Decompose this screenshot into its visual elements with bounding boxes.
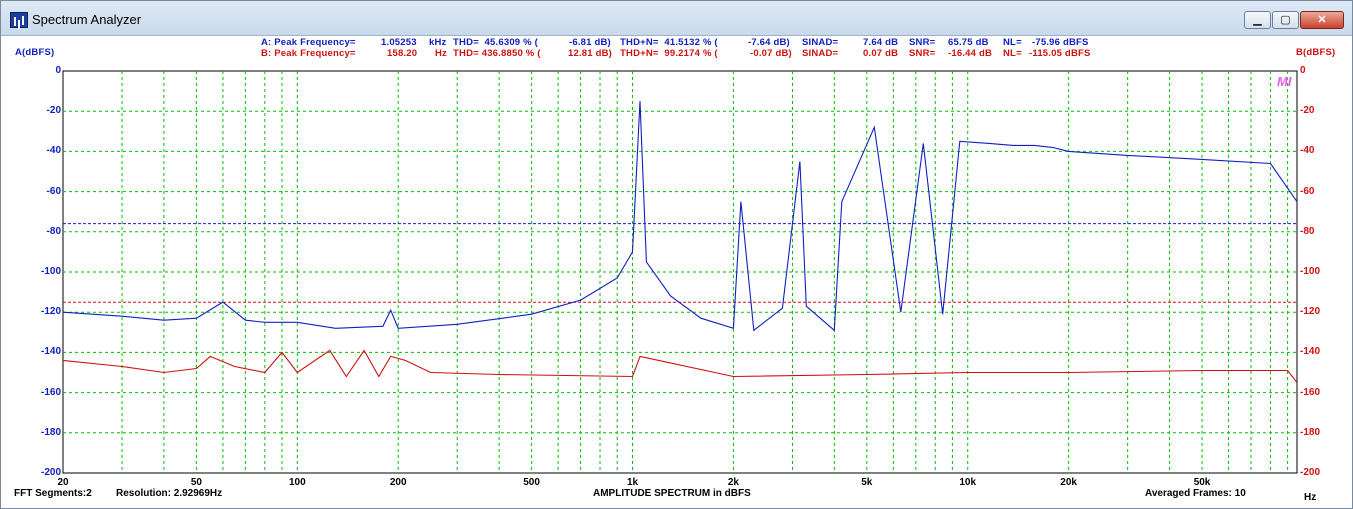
maximize-button[interactable]: ▢ [1272, 11, 1299, 29]
x-tick-label: 5k [861, 477, 873, 488]
channel-b-nl-value: -115.05 dBFS [1029, 48, 1091, 59]
y-tick-label-a: -140 [40, 346, 61, 358]
channel-b-peak-unit: Hz [435, 48, 448, 59]
y-tick-label-b: -80 [1300, 225, 1315, 237]
title-bar[interactable]: Spectrum Analyzer ▁ ▢ ✕ [1, 1, 1352, 36]
channel-b-sinad-label: SINAD= [802, 48, 839, 59]
channel-b-thd-db: 12.81 dB) [568, 48, 613, 59]
channel-b-thdn: THD+N= 99.2174 % ( [620, 48, 718, 59]
y-tick-label-a: 0 [55, 65, 61, 76]
x-tick-label: 10k [959, 477, 977, 488]
mi-logo: MI [1277, 74, 1292, 89]
x-axis-unit-label: Hz [1304, 492, 1317, 503]
y-tick-label-b: -40 [1300, 145, 1315, 157]
channel-a-thdn: THD+N= 41.5132 % ( [620, 37, 718, 48]
channel-b-thd: THD= 436.8850 % ( [453, 48, 541, 59]
y-tick-label-b: -200 [1300, 467, 1321, 478]
channel-a-nl-label: NL= [1003, 37, 1022, 48]
y-tick-label-a: -160 [40, 386, 61, 398]
fft-segments-label: FFT Segments:2 [14, 488, 92, 499]
channel-a-thd: THD= 45.6309 % ( [453, 37, 538, 48]
channel-b-snr-value: -16.44 dB [948, 48, 993, 59]
channel-a-peak-value: 1.05253 [381, 37, 417, 48]
minimize-button[interactable]: ▁ [1244, 11, 1271, 29]
y-tick-label-b: -140 [1300, 346, 1321, 358]
y-tick-label-a: -20 [46, 105, 61, 117]
channel-b-thdn-db: -0.07 dB) [750, 48, 792, 59]
y-tick-label-a: -40 [46, 145, 61, 157]
chart-title: AMPLITUDE SPECTRUM in dBFS [593, 488, 751, 499]
channel-a-thd-db: -6.81 dB) [569, 37, 611, 48]
y-tick-label-a: -180 [40, 426, 61, 438]
minimize-icon: ▁ [1253, 14, 1262, 26]
window-title: Spectrum Analyzer [32, 12, 142, 27]
y-tick-label-a: -80 [46, 225, 61, 237]
channel-a-snr-label: SNR= [909, 37, 936, 48]
y-tick-label-b: -120 [1300, 306, 1321, 318]
resolution-label: Resolution: 2.92969Hz [116, 488, 223, 499]
channel-a-thdn-db: -7.64 dB) [748, 37, 790, 48]
y-tick-label-a: -60 [46, 185, 61, 197]
y-tick-label-b: -160 [1300, 386, 1321, 398]
x-tick-label: 2k [727, 477, 739, 488]
x-tick-label: 1k [626, 477, 639, 488]
y-tick-label-b: -180 [1300, 426, 1321, 438]
y-tick-label-b: -20 [1300, 105, 1315, 117]
channel-a-nl-value: -75.96 dBFS [1032, 37, 1089, 48]
close-icon: ✕ [1317, 14, 1327, 26]
close-button[interactable]: ✕ [1300, 11, 1344, 29]
channel-b-peak-value: 158.20 [387, 48, 418, 59]
channel-b-nl-label: NL= [1003, 48, 1022, 59]
x-tick-label: 50k [1193, 477, 1211, 488]
x-tick-label: 50 [190, 477, 202, 488]
spectrum-bars-icon [10, 12, 28, 28]
y-tick-label-a: -100 [40, 266, 61, 277]
x-tick-label: 20k [1060, 477, 1077, 488]
y-tick-label-b: -60 [1300, 185, 1315, 197]
x-tick-label: 200 [389, 477, 407, 488]
x-tick-label: 500 [523, 477, 540, 488]
channel-a-peak-label: A: Peak Frequency= [261, 37, 356, 48]
y-tick-label-b: 0 [1300, 65, 1306, 76]
y-tick-label-a: -120 [40, 306, 61, 318]
y-axis-b-label: B(dBFS) [1296, 47, 1336, 58]
averaged-frames-label: Averaged Frames: 10 [1145, 488, 1246, 499]
channel-b-snr-label: SNR= [909, 48, 936, 59]
series-b-line [62, 349, 1298, 383]
channel-a-sinad-label: SINAD= [802, 37, 839, 48]
channel-a-sinad-value: 7.64 dB [863, 37, 899, 48]
x-tick-label: 20 [57, 477, 69, 488]
channel-a-snr-value: 65.75 dB [948, 37, 989, 48]
plot-area [62, 70, 1298, 474]
y-tick-label-b: -100 [1300, 266, 1321, 277]
channel-b-peak-label: B: Peak Frequency= [261, 48, 356, 59]
series-a-line [62, 101, 1298, 332]
y-tick-label-a: -200 [40, 467, 61, 478]
maximize-icon: ▢ [1280, 14, 1291, 26]
y-axis-a-label: A(dBFS) [15, 47, 55, 58]
x-tick-label: 100 [288, 477, 306, 488]
channel-b-sinad-value: 0.07 dB [863, 48, 899, 59]
channel-a-peak-unit: kHz [429, 37, 447, 48]
